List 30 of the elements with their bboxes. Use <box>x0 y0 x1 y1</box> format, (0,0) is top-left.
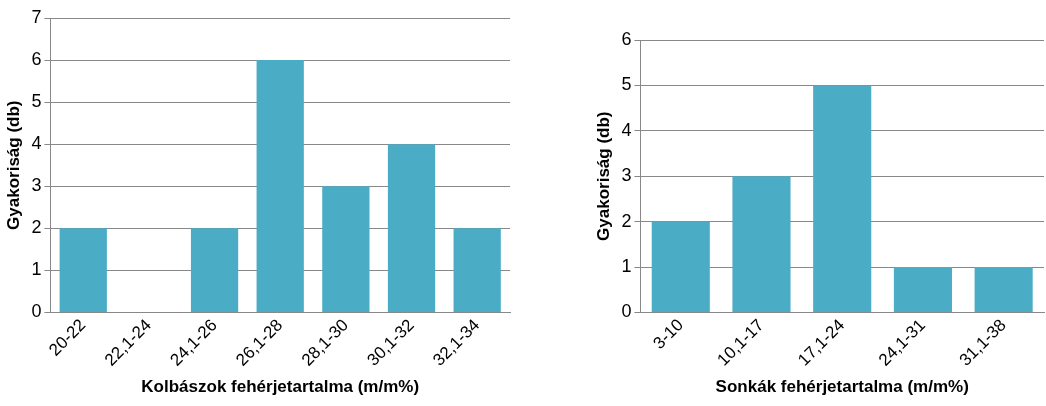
bar <box>256 60 304 312</box>
y-tick-label: 0 <box>31 301 42 322</box>
y-tick-label: 4 <box>621 119 632 140</box>
y-axis-title: Gyakoriság (db) <box>3 100 23 230</box>
bar <box>893 267 952 312</box>
bar <box>387 144 436 312</box>
bar <box>732 176 791 312</box>
bar <box>190 228 239 312</box>
bar <box>974 267 1033 312</box>
y-tick-label: 6 <box>31 49 42 70</box>
bar <box>813 85 872 312</box>
bar <box>651 221 710 312</box>
bar <box>59 228 107 312</box>
y-tick-label: 2 <box>31 217 42 238</box>
x-axis-title: Sonkák fehérjetartalma (m/m%) <box>715 377 969 397</box>
y-tick-label: 1 <box>621 255 632 276</box>
y-tick-label: 1 <box>31 259 42 280</box>
bar <box>453 228 501 312</box>
x-axis-title: Kolbászok fehérjetartalma (m/m%) <box>141 377 420 397</box>
y-tick-label: 2 <box>621 210 632 231</box>
y-axis-title: Gyakoriság (db) <box>593 111 613 241</box>
y-tick-label: 4 <box>31 133 42 154</box>
y-tick-label: 3 <box>31 175 42 196</box>
y-tick-label: 5 <box>621 74 632 95</box>
y-tick-label: 5 <box>31 91 42 112</box>
y-tick-label: 7 <box>31 6 42 27</box>
y-tick-label: 0 <box>621 301 632 322</box>
y-tick-label: 6 <box>621 28 632 49</box>
y-tick-label: 3 <box>621 165 632 186</box>
bar <box>322 186 370 312</box>
